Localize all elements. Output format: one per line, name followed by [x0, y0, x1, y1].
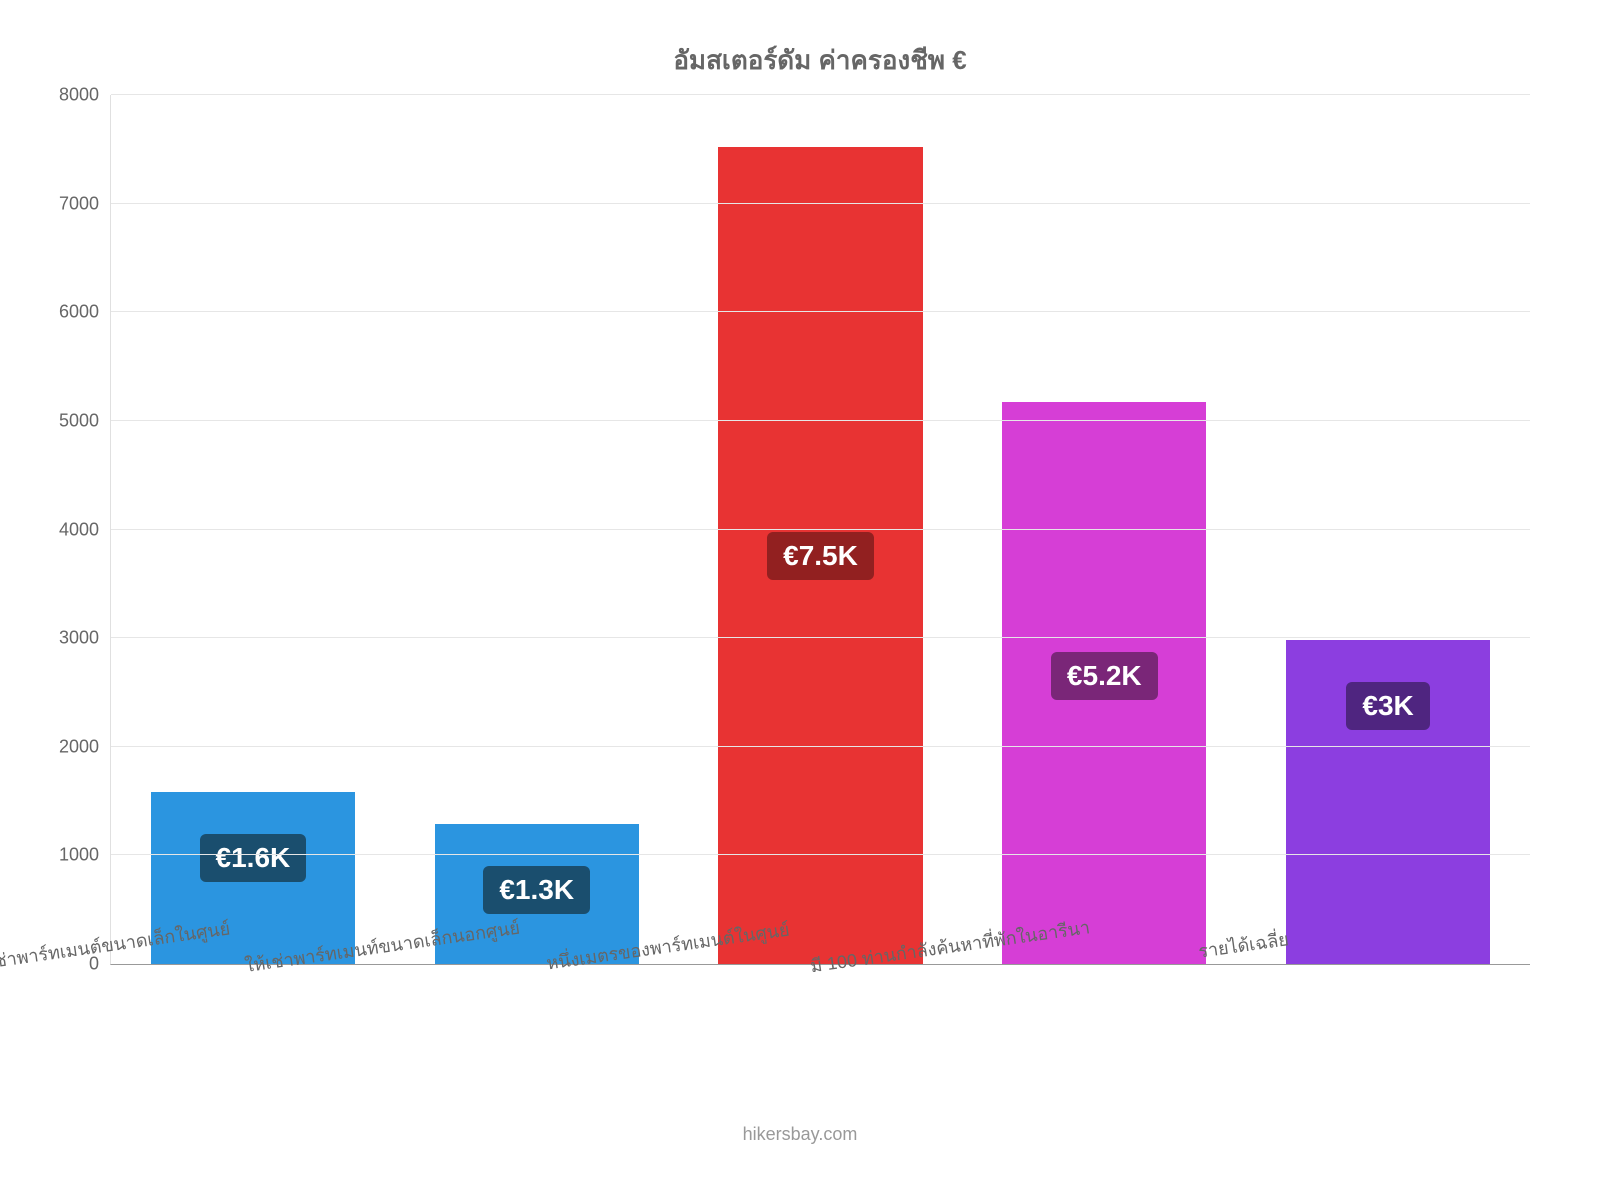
grid-line [111, 529, 1530, 530]
y-tick-label: 5000 [59, 410, 111, 431]
grid-line [111, 420, 1530, 421]
grid-line [111, 311, 1530, 312]
value-badge: €5.2K [1051, 652, 1158, 700]
bar-slot: €3K [1246, 95, 1530, 964]
value-badge: €3K [1346, 682, 1429, 730]
grid-line [111, 637, 1530, 638]
y-tick-label: 7000 [59, 193, 111, 214]
plot-area: €1.6K€1.3K€7.5K€5.2K€3K 0100020003000400… [110, 95, 1530, 965]
chart-title: อัมสเตอร์ดัม ค่าครองชีพ € [110, 40, 1530, 81]
value-badge: €1.6K [200, 834, 307, 882]
value-badge: €7.5K [767, 532, 874, 580]
y-tick-label: 8000 [59, 85, 111, 106]
chart-container: อัมสเตอร์ดัม ค่าครองชีพ € €1.6K €1.3K €7.5… [0, 0, 1600, 1200]
chart-footer: hikersbay.com [0, 1124, 1600, 1145]
bar: €3K [1286, 640, 1490, 964]
grid-line [111, 203, 1530, 204]
grid-line [111, 94, 1530, 95]
grid-line [111, 746, 1530, 747]
bar: €7.5K [718, 147, 922, 964]
y-tick-label: 4000 [59, 519, 111, 540]
bar-slot: €5.2K [962, 95, 1246, 964]
y-tick-label: 2000 [59, 736, 111, 757]
y-tick-label: 1000 [59, 845, 111, 866]
bar-slot: €1.6K [111, 95, 395, 964]
y-tick-label: 6000 [59, 302, 111, 323]
grid-line [111, 854, 1530, 855]
bar: €5.2K [1002, 402, 1206, 964]
bar-slot: €7.5K [679, 95, 963, 964]
bars-group: €1.6K €1.3K €7.5K €5.2K €3K [111, 95, 1530, 964]
value-badge: €1.3K [483, 866, 590, 914]
y-tick-label: 3000 [59, 628, 111, 649]
bar-slot: €1.3K [395, 95, 679, 964]
